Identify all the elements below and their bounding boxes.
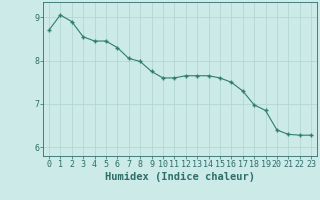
X-axis label: Humidex (Indice chaleur): Humidex (Indice chaleur) [105,172,255,182]
